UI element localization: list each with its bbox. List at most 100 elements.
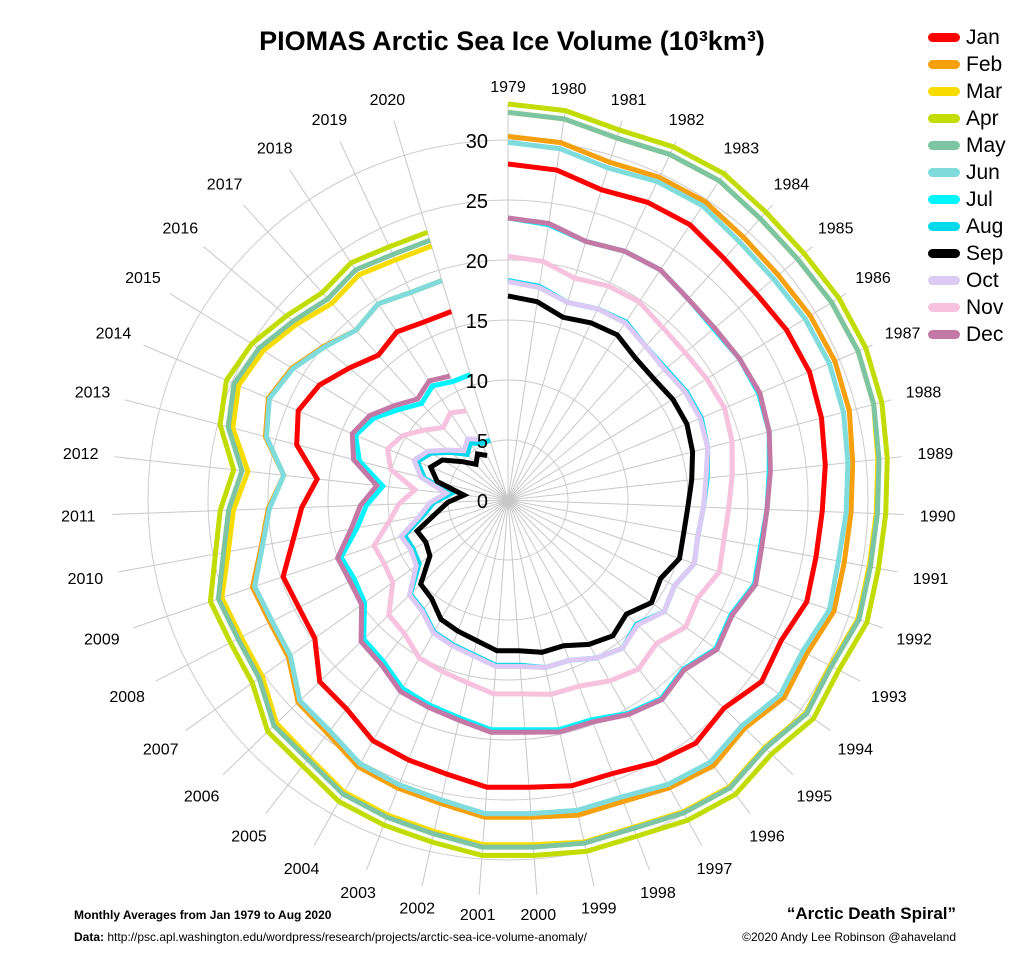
year-label: 2010 bbox=[68, 571, 104, 588]
year-label: 1985 bbox=[818, 220, 854, 237]
legend-item-jun: Jun bbox=[928, 159, 1006, 186]
legend-label: Aug bbox=[966, 214, 1004, 238]
grid-spoke bbox=[366, 499, 509, 871]
legend-item-nov: Nov bbox=[928, 294, 1006, 321]
grid-spoke bbox=[507, 246, 813, 501]
legend-item-may: May bbox=[928, 132, 1006, 159]
data-source-url: http://psc.apl.washington.edu/wordpress/… bbox=[107, 930, 587, 944]
year-label: 1989 bbox=[918, 446, 954, 463]
legend-item-dec: Dec bbox=[928, 321, 1006, 348]
year-label: 1999 bbox=[581, 900, 617, 917]
radial-tick-label: 25 bbox=[466, 191, 488, 213]
year-label: 2017 bbox=[207, 177, 243, 194]
year-label: 2019 bbox=[312, 112, 348, 129]
year-label: 1981 bbox=[611, 92, 647, 109]
grid-spoke bbox=[313, 499, 509, 846]
year-label: 2005 bbox=[231, 828, 267, 845]
copyright: ©2020 Andy Lee Robinson @ahaveland bbox=[742, 930, 956, 944]
series-line-nov bbox=[371, 253, 735, 697]
year-label: 1990 bbox=[920, 509, 956, 526]
legend-label: Nov bbox=[966, 295, 1004, 319]
year-label: 2016 bbox=[163, 220, 199, 237]
year-label: 1994 bbox=[837, 741, 873, 758]
year-label: 1979 bbox=[490, 79, 526, 96]
year-label: 2006 bbox=[184, 788, 220, 805]
subtitle: Monthly Averages from Jan 1979 to Aug 20… bbox=[74, 908, 332, 922]
radial-tick-label: 10 bbox=[466, 371, 488, 393]
year-label: 2012 bbox=[63, 446, 99, 463]
grid-spoke bbox=[393, 120, 509, 501]
grid-spoke bbox=[507, 499, 703, 846]
legend-swatch bbox=[928, 33, 960, 42]
legend-swatch bbox=[928, 60, 960, 69]
year-label: 1991 bbox=[913, 571, 949, 588]
year-label: 2008 bbox=[109, 689, 145, 706]
legend-label: Sep bbox=[966, 241, 1004, 265]
year-label: 1982 bbox=[669, 112, 705, 129]
legend-item-aug: Aug bbox=[928, 213, 1006, 240]
grid-spoke bbox=[133, 499, 509, 629]
year-label: 1988 bbox=[906, 384, 942, 401]
grid-spoke bbox=[507, 399, 892, 501]
year-label: 2002 bbox=[399, 900, 435, 917]
legend-label: Jul bbox=[966, 187, 993, 211]
year-label: 2014 bbox=[96, 325, 132, 342]
radial-tick-label: 30 bbox=[466, 131, 488, 153]
year-label: 1986 bbox=[855, 270, 891, 287]
legend-swatch bbox=[928, 168, 960, 177]
data-source-label: Data: bbox=[74, 930, 105, 944]
radial-tick-label: 0 bbox=[477, 491, 488, 513]
grid-spoke bbox=[118, 499, 509, 573]
series-line-jan bbox=[280, 161, 828, 790]
legend-swatch bbox=[928, 195, 960, 204]
legend-item-feb: Feb bbox=[928, 51, 1006, 78]
legend-label: Apr bbox=[966, 106, 999, 130]
year-label: 2001 bbox=[460, 907, 496, 924]
axis-labels: 1979 1980 1981 1982 1983 1984 1985 1986 1987 1988… bbox=[61, 79, 956, 924]
year-label: 2007 bbox=[143, 741, 179, 758]
year-label: 1996 bbox=[749, 828, 785, 845]
year-label: 2003 bbox=[340, 885, 376, 902]
legend-swatch bbox=[928, 276, 960, 285]
legend-item-apr: Apr bbox=[928, 105, 1006, 132]
series-lines bbox=[207, 101, 890, 858]
legend: Jan Feb Mar Apr May Jun Jul Aug Sep Oct Nov Dec bbox=[928, 24, 1006, 348]
legend-item-jul: Jul bbox=[928, 186, 1006, 213]
year-label: 2011 bbox=[61, 509, 96, 526]
legend-label: Jun bbox=[966, 160, 1000, 184]
year-label: 2018 bbox=[257, 140, 293, 157]
legend-swatch bbox=[928, 330, 960, 339]
legend-item-jan: Jan bbox=[928, 24, 1006, 51]
series-line-sep bbox=[413, 293, 696, 655]
grid-spoke bbox=[112, 499, 509, 515]
grid-spoke bbox=[507, 499, 538, 895]
legend-swatch bbox=[928, 303, 960, 312]
legend-swatch bbox=[928, 222, 960, 231]
year-label: 1987 bbox=[885, 325, 921, 342]
radial-tick-label: 15 bbox=[466, 311, 488, 333]
data-source: Data: http://psc.apl.washington.edu/word… bbox=[74, 930, 587, 944]
legend-label: Dec bbox=[966, 322, 1004, 346]
grid-spoke bbox=[507, 293, 847, 501]
year-label: 2020 bbox=[370, 92, 406, 109]
grid-spoke bbox=[507, 499, 831, 731]
year-label: 1993 bbox=[871, 689, 907, 706]
legend-label: Jan bbox=[966, 25, 1000, 49]
grid-spoke bbox=[155, 499, 509, 682]
grid-spoke bbox=[478, 499, 509, 895]
year-label: 2013 bbox=[75, 384, 111, 401]
grid-spoke bbox=[507, 120, 623, 501]
legend-label: May bbox=[966, 133, 1006, 157]
grid-spoke bbox=[203, 246, 509, 501]
year-label: 2015 bbox=[125, 270, 161, 287]
year-label: 2004 bbox=[284, 861, 320, 878]
radial-tick-label: 5 bbox=[477, 431, 488, 453]
grid-spoke bbox=[507, 204, 773, 501]
chart-title: PIOMAS Arctic Sea Ice Volume (10³km³) bbox=[259, 26, 765, 56]
series-line-oct bbox=[397, 279, 711, 671]
legend-swatch bbox=[928, 249, 960, 258]
year-label: 1995 bbox=[797, 788, 833, 805]
legend-item-sep: Sep bbox=[928, 240, 1006, 267]
year-label: 1997 bbox=[697, 861, 733, 878]
